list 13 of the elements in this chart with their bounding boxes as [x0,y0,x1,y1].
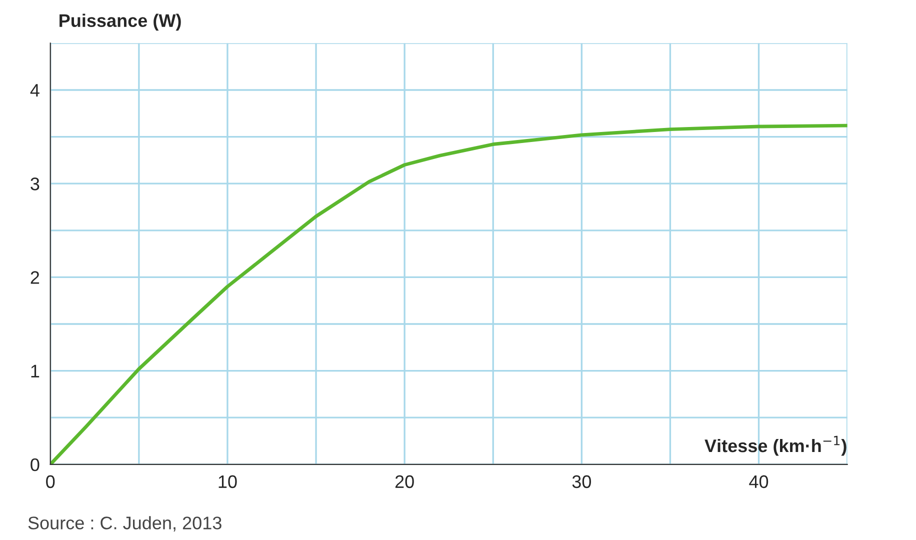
y-tick-label: 4 [30,84,40,97]
x-tick-label: 10 [218,475,237,488]
x-tick-label: 30 [572,475,591,488]
x-tick-label: 40 [749,475,768,488]
y-axis-title: Puissance (W) [60,14,181,31]
y-tick-label: 1 [31,364,40,378]
source-note: Source : C. Juden, 2013 [28,516,222,532]
y-tick-label: 3 [30,178,40,190]
y-tick-label: 0 [30,458,40,472]
y-tick-label: 2 [30,271,40,284]
x-tick-label: 0 [46,475,55,488]
x-tick-label: 20 [395,475,414,488]
x-axis-title: Vitesse (km·h$^{−1}$) [704,436,846,456]
